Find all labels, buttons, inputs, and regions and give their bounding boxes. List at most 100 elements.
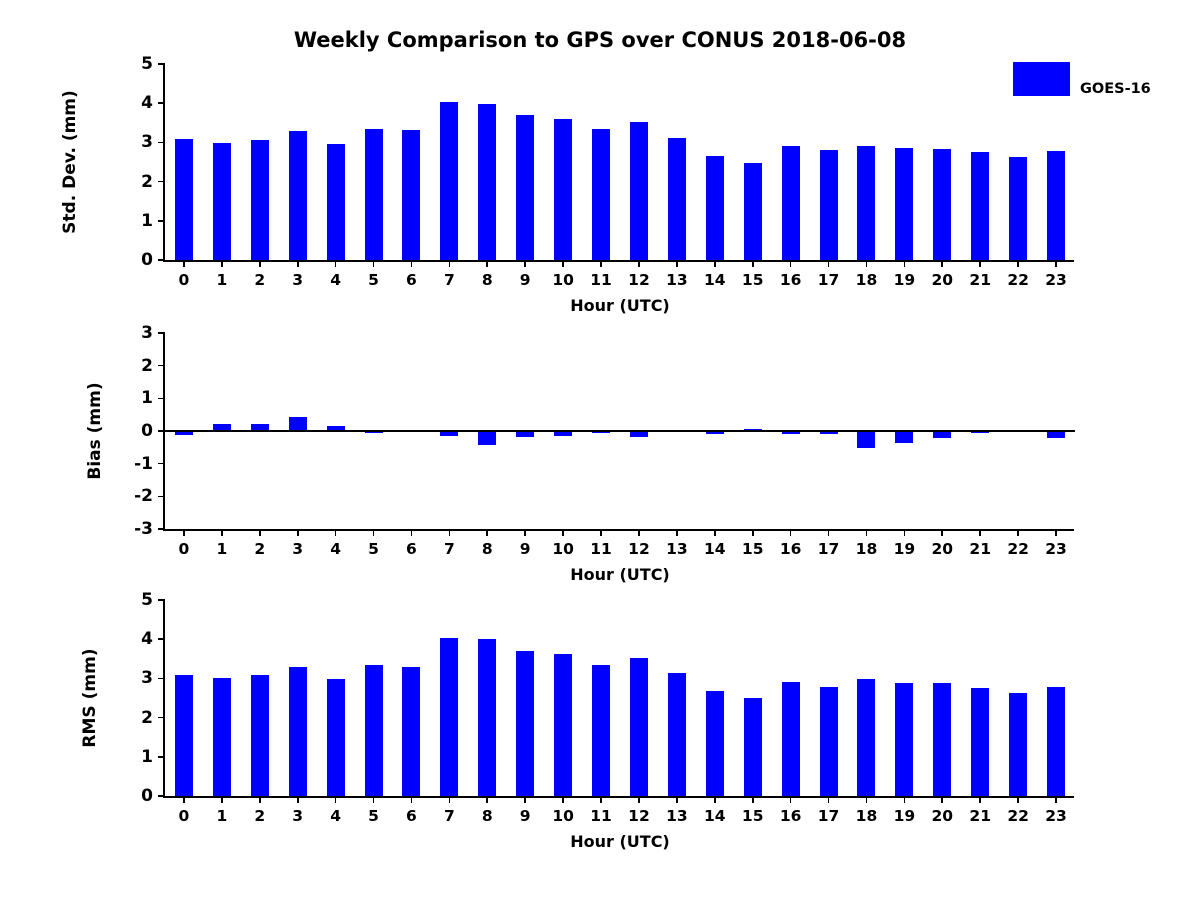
x-tick-label-panel-std-dev-11: 11	[590, 271, 612, 289]
x-tick-panel-bias-3	[296, 529, 299, 536]
bar-panel-bias-hour-5	[364, 431, 383, 434]
x-tick-panel-bias-22	[1017, 529, 1019, 536]
x-tick-panel-rms-15	[751, 796, 754, 803]
x-tick-label-panel-std-dev-8: 8	[481, 271, 493, 289]
y-tick-label-panel-bias-2: -1	[134, 453, 153, 474]
x-tick-label-panel-rms-3: 3	[292, 807, 304, 825]
x-tick-label-panel-std-dev-10: 10	[552, 271, 574, 289]
x-tick-label-panel-bias-5: 5	[368, 540, 379, 558]
y-tick-label-panel-bias-3: 0	[141, 421, 153, 441]
x-tick-panel-rms-0	[183, 796, 185, 803]
x-tick-panel-rms-13	[676, 796, 678, 803]
x-tick-label-panel-rms-23: 23	[1045, 807, 1067, 825]
bar-panel-std-dev-hour-15	[743, 163, 762, 260]
x-tick-panel-bias-21	[979, 529, 981, 536]
bar-panel-std-dev-hour-22	[1009, 157, 1028, 260]
bar-panel-std-dev-hour-1	[212, 142, 231, 260]
bar-panel-rms-hour-15	[743, 698, 762, 796]
x-tick-label-panel-std-dev-18: 18	[855, 271, 878, 289]
bar-panel-bias-hour-12	[629, 431, 648, 437]
x-tick-panel-rms-7	[448, 796, 451, 803]
x-tick-label-panel-std-dev-14: 14	[703, 271, 726, 289]
bar-panel-rms-hour-3	[288, 667, 307, 796]
x-tick-panel-std-dev-1	[221, 260, 223, 267]
x-tick-panel-rms-11	[600, 796, 602, 803]
x-tick-label-panel-bias-11: 11	[590, 540, 612, 558]
bar-panel-rms-hour-9	[516, 650, 535, 796]
y-tick-label-panel-std-dev-0: 0	[141, 250, 153, 270]
x-tick-label-panel-std-dev-12: 12	[628, 271, 650, 289]
x-tick-panel-std-dev-22	[1017, 260, 1019, 267]
x-tick-label-panel-rms-7: 7	[443, 807, 455, 825]
y-tick-panel-std-dev-4	[158, 102, 165, 104]
bar-panel-bias-hour-8	[478, 431, 497, 445]
x-tick-panel-std-dev-6	[410, 260, 413, 267]
y-tick-label-panel-rms-3: 3	[141, 668, 153, 689]
x-axis-title-bias: Hour (UTC)	[570, 565, 670, 584]
x-tick-label-panel-bias-3: 3	[292, 540, 304, 558]
bar-panel-std-dev-hour-2	[250, 139, 269, 260]
x-tick-panel-bias-13	[676, 529, 678, 536]
y-tick-label-panel-bias-0: -3	[134, 519, 153, 539]
bar-panel-bias-hour-18	[857, 431, 876, 448]
y-tick-panel-bias-3	[158, 430, 165, 432]
bar-panel-std-dev-hour-19	[895, 148, 914, 260]
bar-panel-bias-hour-21	[971, 431, 990, 434]
x-tick-panel-bias-7	[448, 529, 451, 536]
x-tick-label-panel-std-dev-13: 13	[666, 271, 688, 289]
x-tick-panel-std-dev-18	[865, 260, 868, 267]
zero-reference-line-bias	[165, 430, 1075, 432]
y-tick-panel-rms-3	[158, 677, 165, 680]
y-tick-label-panel-rms-1: 1	[141, 746, 153, 767]
x-tick-label-panel-bias-17: 17	[817, 540, 840, 558]
x-tick-panel-std-dev-10	[562, 260, 564, 267]
bar-panel-bias-hour-19	[895, 431, 914, 444]
y-tick-panel-std-dev-0	[158, 259, 165, 261]
y-tick-panel-rms-4	[158, 638, 165, 640]
x-tick-panel-rms-1	[221, 796, 223, 803]
y-axis-title-bias: Bias (mm)	[85, 382, 105, 480]
bar-panel-std-dev-hour-4	[326, 143, 345, 260]
bar-panel-std-dev-hour-17	[819, 149, 838, 260]
x-tick-panel-std-dev-2	[258, 260, 261, 267]
x-tick-label-panel-bias-7: 7	[443, 540, 455, 558]
bar-panel-bias-hour-1	[212, 424, 231, 431]
legend-swatch-goes16	[1013, 62, 1070, 96]
bar-panel-rms-hour-20	[933, 683, 952, 796]
bar-panel-std-dev-hour-9	[516, 114, 535, 260]
bar-panel-bias-hour-14	[705, 431, 724, 434]
bar-panel-rms-hour-4	[326, 679, 345, 796]
x-tick-panel-bias-20	[941, 529, 944, 536]
bar-panel-std-dev-hour-7	[440, 102, 459, 260]
x-tick-label-panel-std-dev-5: 5	[368, 271, 379, 289]
x-tick-panel-rms-14	[713, 796, 716, 803]
x-axis-line-bias	[163, 529, 1075, 531]
x-tick-panel-bias-17	[827, 529, 830, 536]
bar-panel-rms-hour-1	[212, 678, 231, 796]
x-tick-label-panel-rms-9: 9	[519, 807, 531, 825]
x-tick-label-panel-bias-12: 12	[628, 540, 650, 558]
page-title: Weekly Comparison to GPS over CONUS 2018…	[293, 28, 907, 52]
x-tick-label-panel-std-dev-2: 2	[254, 271, 266, 289]
x-tick-label-panel-bias-2: 2	[254, 540, 266, 558]
bar-panel-rms-hour-23	[1047, 687, 1066, 796]
y-tick-panel-bias-1	[158, 495, 165, 498]
x-tick-panel-rms-3	[296, 796, 299, 803]
x-tick-label-panel-bias-10: 10	[552, 540, 574, 558]
bar-panel-std-dev-hour-3	[288, 131, 307, 260]
x-axis-title-rms: Hour (UTC)	[570, 832, 670, 851]
y-tick-label-panel-bias-5: 2	[141, 355, 153, 376]
y-tick-panel-rms-2	[158, 716, 165, 719]
x-tick-panel-bias-5	[372, 529, 375, 536]
y-tick-label-panel-rms-4: 4	[141, 629, 153, 650]
y-tick-label-panel-rms-5: 5	[141, 590, 153, 610]
x-tick-label-panel-bias-21: 21	[969, 540, 991, 558]
bar-panel-rms-hour-19	[895, 683, 914, 796]
x-tick-label-panel-rms-16: 16	[779, 807, 802, 825]
x-tick-label-panel-bias-16: 16	[779, 540, 802, 558]
y-tick-panel-std-dev-5	[158, 63, 165, 65]
bar-panel-std-dev-hour-11	[592, 128, 611, 260]
y-tick-panel-bias-0	[158, 528, 165, 530]
bar-panel-rms-hour-21	[971, 687, 990, 796]
